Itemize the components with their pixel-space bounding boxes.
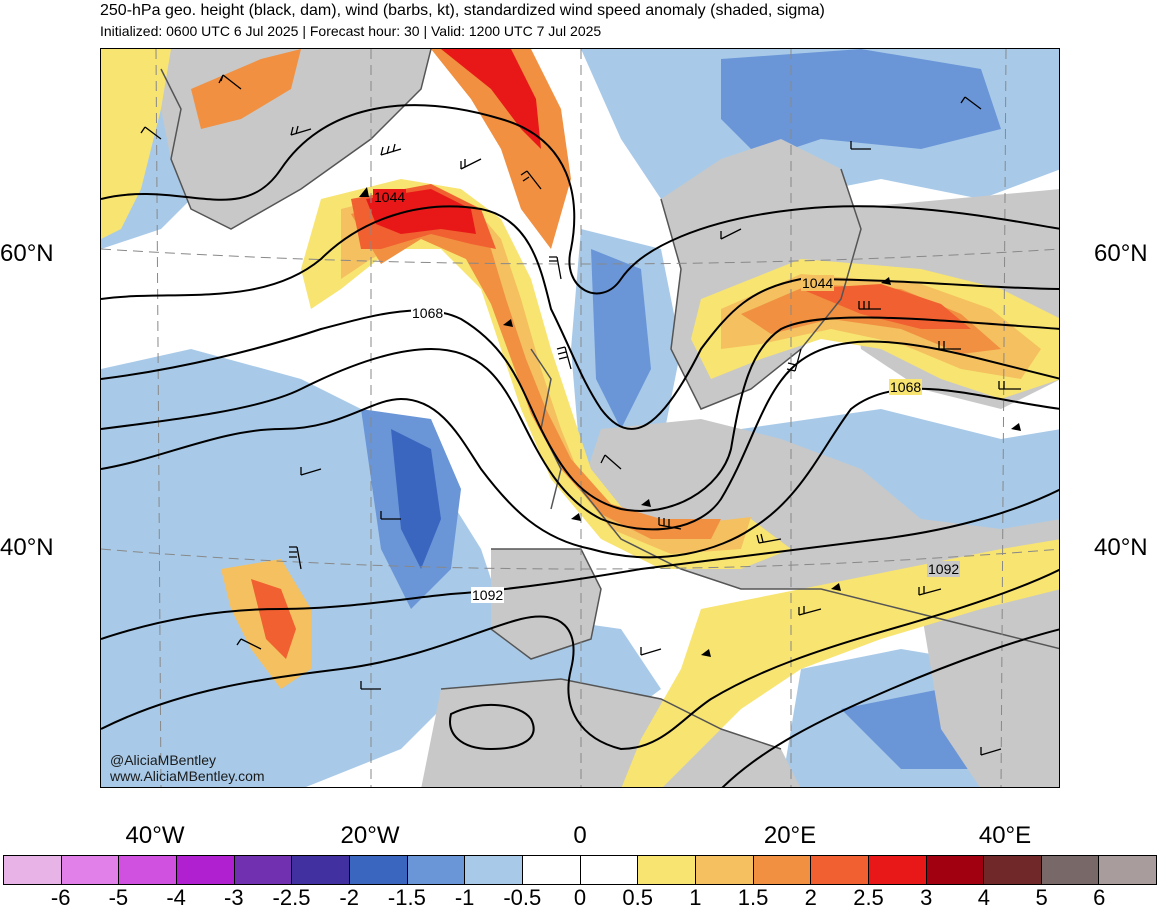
colorbar-tick-label: -6 [50, 885, 71, 910]
lat-label-60n-left: 60°N [0, 240, 54, 267]
chart-subtitle: Initialized: 0600 UTC 6 Jul 2025 | Forec… [100, 23, 602, 39]
colorbar-tick-label: 3 [920, 885, 933, 910]
colorbar-swatch [753, 856, 812, 884]
lon-label-40w: 40°W [125, 822, 185, 849]
land-middle-east [921, 609, 1059, 787]
anomaly-pos-med [621, 539, 1059, 787]
colorbar-swatch [811, 856, 869, 884]
colorbar-swatch [522, 856, 581, 884]
colorbar-swatch [4, 856, 62, 884]
contour-label-1068-east: 1068 [889, 379, 923, 395]
watermark-site: www.AliciaMBentley.com [110, 768, 265, 784]
colorbar-tick-label: 0.5 [622, 885, 653, 910]
colorbar [3, 855, 1157, 885]
anomaly-neg-scandi-core [591, 249, 651, 429]
land-north-africa [421, 679, 800, 787]
colorbar-swatch [119, 856, 177, 884]
colorbar-tick-label: -1.5 [387, 885, 426, 910]
lat-label-40n-left: 40°N [0, 534, 54, 561]
anomaly-pos-east-jet-3 [741, 284, 1001, 354]
anomaly-neg-atlantic-core2 [391, 429, 441, 569]
colorbar-swatch [580, 856, 639, 884]
anomaly-pos-jet-north-core [441, 49, 541, 149]
wind-barbs [140, 74, 1021, 756]
contour-label-1068-west: 1068 [411, 305, 445, 321]
colorbar-tick-label: 0 [573, 885, 587, 910]
colorbar-tick-label: -0.5 [503, 885, 542, 910]
colorbar-tick-label: 1.5 [737, 885, 769, 910]
graticule [101, 49, 1059, 787]
watermark: @AliciaMBentley www.AliciaMBentley.com [110, 752, 265, 784]
lon-label-20e: 20°E [763, 822, 817, 849]
colorbar-swatch [292, 856, 350, 884]
contour-label-1044-east: 1044 [801, 275, 835, 291]
colorbar-tick-label: -3 [224, 885, 244, 910]
colorbar-swatch [407, 856, 466, 884]
colorbar-swatch [868, 856, 927, 884]
colorbar-swatch [1041, 856, 1100, 884]
map-canvas [101, 49, 1059, 787]
colorbar-swatch [465, 856, 523, 884]
lon-label-20w: 20°W [340, 822, 400, 849]
lon-label-40e: 40°E [978, 822, 1032, 849]
colorbar-tick-label: -2 [339, 885, 359, 910]
colorbar-swatch [926, 856, 985, 884]
colorbar-tick-label: 4 [977, 885, 991, 910]
chart-title: 250-hPa geo. height (black, dam), wind (… [100, 2, 825, 19]
colorbar-tick-label: -2.5 [272, 885, 311, 910]
colorbar-swatch [176, 856, 235, 884]
contour-label-1092-east: 1092 [927, 561, 961, 577]
colorbar-tick-label: -1 [454, 885, 475, 910]
colorbar-swatch [1099, 856, 1157, 884]
lon-label-0: 0 [573, 822, 587, 849]
watermark-handle: @AliciaMBentley [110, 752, 217, 768]
colorbar-swatch [984, 856, 1042, 884]
contour-label-1092-west: 1092 [471, 587, 505, 603]
colorbar-swatch [349, 856, 408, 884]
map-panel: 1044 1068 1092 1044 1068 1092 [100, 48, 1060, 788]
anomaly-pos-cutoff-core [251, 579, 296, 659]
colorbar-tick-label: 2.5 [853, 885, 884, 910]
colorbar-swatch [695, 856, 754, 884]
anomaly-pos-jet-1 [301, 179, 791, 569]
lat-label-60n-right: 60°N [1094, 240, 1148, 267]
wind-barb-flags [359, 187, 1021, 657]
contour-label-1044-west: 1044 [373, 189, 407, 205]
anomaly-pos-jet-sw [101, 49, 171, 239]
lat-label-40n-right: 40°N [1094, 534, 1148, 561]
colorbar-tick-label: 6 [1093, 885, 1106, 910]
land-iberia [491, 549, 601, 659]
anomaly-pos-east-jet-core [801, 284, 971, 329]
colorbar-swatch [234, 856, 293, 884]
colorbar-tick-label: 5 [1035, 885, 1048, 910]
colorbar-tick-label: -5 [108, 885, 129, 910]
colorbar-swatch [638, 856, 696, 884]
anomaly-pos-jet-sw2 [191, 49, 301, 129]
colorbar-swatch [61, 856, 120, 884]
colorbar-tick-label: 1 [689, 885, 702, 910]
colorbar-tick-label: -4 [166, 885, 186, 910]
colorbar-tick-label: 2 [804, 885, 817, 910]
